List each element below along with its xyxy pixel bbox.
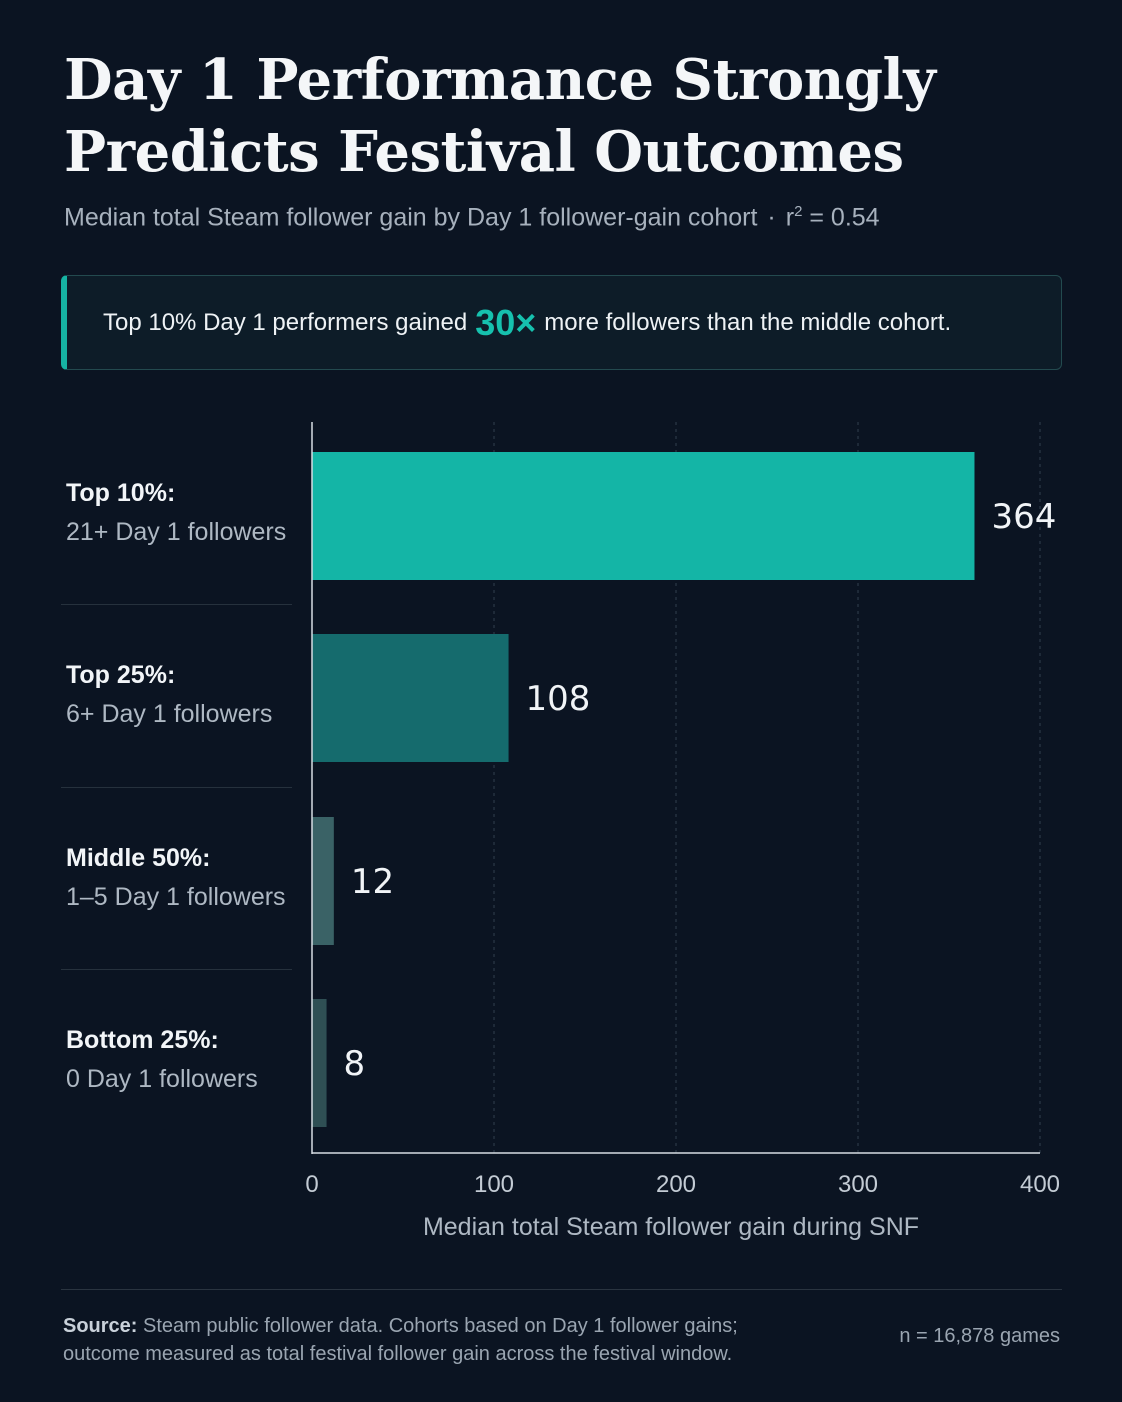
category-name: Top 25%: bbox=[66, 661, 176, 689]
bar-chart: 364 108 12 8 0 100 200 300 400 Median total Steam… bbox=[305, 422, 1060, 1241]
x-tick-label-200: 200 bbox=[656, 1171, 696, 1198]
source-text: Steam public follower data. Cohorts base… bbox=[63, 1315, 738, 1365]
value-label-1: 364 bbox=[991, 497, 1056, 537]
sample-size: n = 16,878 games bbox=[899, 1325, 1060, 1347]
r-squared-symbol: r bbox=[785, 203, 795, 232]
category-description: 0 Day 1 followers bbox=[66, 1065, 258, 1093]
bar-2 bbox=[312, 634, 509, 762]
title-line-1: Day 1 Performance Strongly bbox=[64, 47, 936, 113]
key-insight-callout: Top 10% Day 1 performers gained 30× more… bbox=[61, 275, 1062, 370]
source-label: Source: bbox=[63, 1315, 138, 1337]
r-squared-value: = 0.54 bbox=[802, 203, 880, 232]
value-label-2: 108 bbox=[526, 679, 591, 719]
category-label-2: Top 25%: 6+ Day 1 followers bbox=[66, 655, 272, 733]
category-label-3: Middle 50%: 1–5 Day 1 followers bbox=[66, 838, 286, 916]
row-divider-1 bbox=[61, 604, 292, 605]
row-divider-3 bbox=[61, 969, 292, 970]
callout-text-before: Top 10% Day 1 performers gained bbox=[103, 308, 468, 336]
category-name: Top 10%: bbox=[66, 479, 176, 507]
chart-title: Day 1 Performance Strongly Predicts Fest… bbox=[64, 44, 1064, 188]
category-description: 6+ Day 1 followers bbox=[66, 700, 273, 728]
r-squared-exponent: 2 bbox=[794, 203, 803, 220]
x-axis-title: Median total Steam follower gain during … bbox=[423, 1213, 919, 1241]
value-label-4: 8 bbox=[344, 1044, 366, 1084]
title-line-2: Predicts Festival Outcomes bbox=[64, 119, 904, 185]
x-tick-label-100: 100 bbox=[474, 1171, 514, 1198]
callout-text-after: more followers than the middle cohort. bbox=[544, 308, 952, 336]
callout-highlight-multiplier: 30× bbox=[475, 301, 537, 343]
x-tick-label-400: 400 bbox=[1020, 1171, 1060, 1198]
bar-3 bbox=[312, 817, 334, 945]
chart-subtitle: Median total Steam follower gain by Day … bbox=[64, 203, 880, 232]
x-tick-label-300: 300 bbox=[838, 1171, 878, 1198]
category-name: Middle 50%: bbox=[66, 844, 211, 872]
value-label-3: 12 bbox=[351, 862, 394, 902]
category-description: 1–5 Day 1 followers bbox=[66, 883, 286, 911]
category-label-4: Bottom 25%: 0 Day 1 followers bbox=[66, 1020, 258, 1098]
footer-divider bbox=[61, 1289, 1062, 1290]
category-description: 21+ Day 1 followers bbox=[66, 518, 287, 546]
category-label-1: Top 10%: 21+ Day 1 followers bbox=[66, 473, 286, 551]
subtitle-separator: · bbox=[767, 203, 776, 232]
bar-1 bbox=[312, 452, 975, 580]
x-tick-label-0: 0 bbox=[305, 1171, 318, 1198]
row-divider-2 bbox=[61, 787, 292, 788]
subtitle-text: Median total Steam follower gain by Day … bbox=[64, 203, 758, 232]
source-note: Source: Steam public follower data. Coho… bbox=[63, 1312, 783, 1368]
category-name: Bottom 25%: bbox=[66, 1026, 219, 1054]
bar-4 bbox=[312, 999, 327, 1127]
